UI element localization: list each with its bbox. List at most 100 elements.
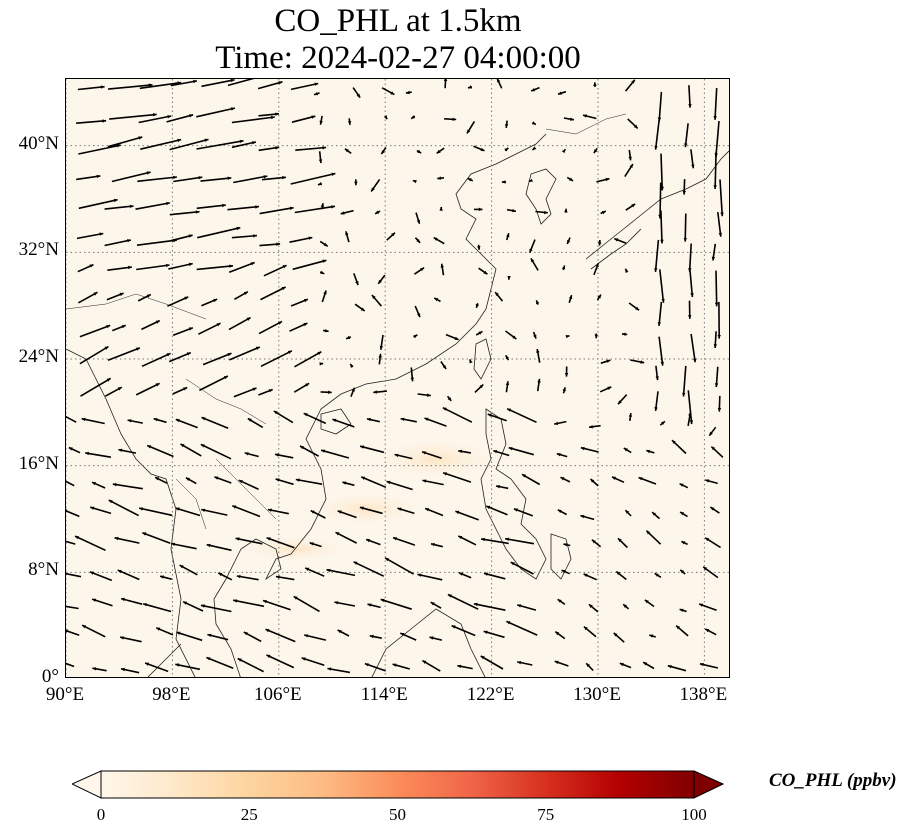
wind-vector (399, 632, 417, 641)
wind-vector (231, 141, 257, 149)
wind-vector (627, 118, 639, 129)
wind-vector (713, 88, 718, 120)
wind-vector (588, 424, 601, 429)
colorbar-tick-1: 25 (240, 805, 258, 824)
wind-vector (704, 537, 722, 549)
wind-vector (467, 177, 474, 182)
wind-vector (322, 329, 329, 333)
wind-vector (266, 536, 295, 549)
wind-vector (206, 656, 234, 669)
wind-vector (349, 363, 354, 368)
wind-vector (227, 79, 255, 87)
wind-vector (467, 85, 473, 89)
wind-vector (713, 331, 718, 349)
wind-vector (258, 388, 273, 396)
wind-vector (405, 90, 412, 95)
wind-vector (624, 268, 629, 273)
wind-vector (77, 85, 105, 91)
wind-vector (179, 564, 198, 576)
wind-vector (613, 632, 625, 643)
wind-vector (466, 120, 476, 134)
wind-vector (687, 390, 694, 425)
wind-vector (353, 561, 385, 577)
wind-vector (530, 86, 540, 92)
wind-vector (628, 412, 633, 422)
wind-vector (504, 147, 509, 152)
wind-vector (589, 478, 599, 487)
lon-tick-label-1: 98°E (152, 684, 191, 705)
wind-vector (332, 418, 355, 428)
wind-vector (365, 538, 381, 546)
wind-vector (350, 387, 356, 397)
wind-vector (275, 478, 294, 486)
wind-vector (708, 426, 717, 437)
wind-vector (642, 661, 655, 670)
wind-vector (289, 236, 313, 243)
wind-vector (622, 603, 630, 610)
wind-vector (229, 346, 261, 361)
wind-vector (421, 659, 441, 672)
wind-vector (682, 365, 687, 397)
wind-vector (681, 540, 688, 546)
wind-vector (487, 413, 507, 422)
wind-vector (66, 662, 75, 668)
colorbar (72, 770, 724, 799)
wind-vector (717, 395, 722, 412)
wind-vector (480, 537, 509, 545)
wind-vector (78, 291, 98, 304)
wind-vector (690, 333, 697, 363)
wind-vector (76, 174, 101, 181)
wind-vector (615, 570, 627, 581)
wind-vector (628, 302, 640, 311)
wind-vector (66, 509, 80, 518)
wind-vector (120, 667, 140, 674)
wind-vector (688, 85, 692, 108)
wind-vector (506, 407, 537, 424)
wind-vector (228, 261, 255, 273)
wind-vector (196, 139, 244, 150)
wind-vector (141, 319, 161, 331)
wind-vector (684, 123, 689, 148)
wind-vector (659, 269, 665, 303)
wind-vector (562, 387, 566, 394)
wind-vector (243, 631, 262, 643)
wind-vector (657, 301, 663, 326)
wind-vector (593, 262, 600, 276)
wind-vector (513, 508, 534, 517)
co-concentration-field (236, 437, 506, 563)
wind-vector (197, 226, 241, 239)
lat-tick-label-0: 0° (41, 666, 59, 687)
wind-vector (621, 332, 628, 336)
wind-vector (528, 239, 536, 254)
wind-vector (369, 634, 382, 639)
wind-vector (413, 267, 425, 275)
wind-vector (337, 510, 357, 519)
wind-vector (228, 316, 251, 331)
wind-vector (380, 598, 412, 610)
wind-vector (444, 117, 457, 121)
wind-vector (366, 417, 380, 423)
wind-vector (410, 115, 416, 120)
wind-vector (446, 395, 452, 402)
wind-vector (561, 569, 571, 575)
wind-vector (182, 600, 204, 612)
wind-vector (646, 449, 655, 454)
wind-vector (66, 540, 76, 545)
wind-vector (384, 557, 414, 575)
lat-tick-label-3: 24°N (18, 346, 59, 367)
wind-vector (345, 231, 350, 243)
wind-vector (473, 145, 485, 152)
wind-vector (319, 362, 324, 366)
wind-vector (565, 334, 570, 339)
wind-vector (175, 418, 198, 429)
colorbar-label: CO_PHL (ppbv) (769, 770, 897, 791)
wind-vector (535, 210, 548, 215)
colorbar-tick-4: 100 (681, 805, 707, 824)
wind-vector (337, 629, 350, 637)
wind-vector (566, 176, 574, 182)
wind-vector (600, 210, 607, 215)
wind-vector (273, 410, 294, 424)
wind-vector (477, 244, 481, 250)
wind-vector (320, 390, 332, 394)
wind-vector (657, 91, 663, 122)
